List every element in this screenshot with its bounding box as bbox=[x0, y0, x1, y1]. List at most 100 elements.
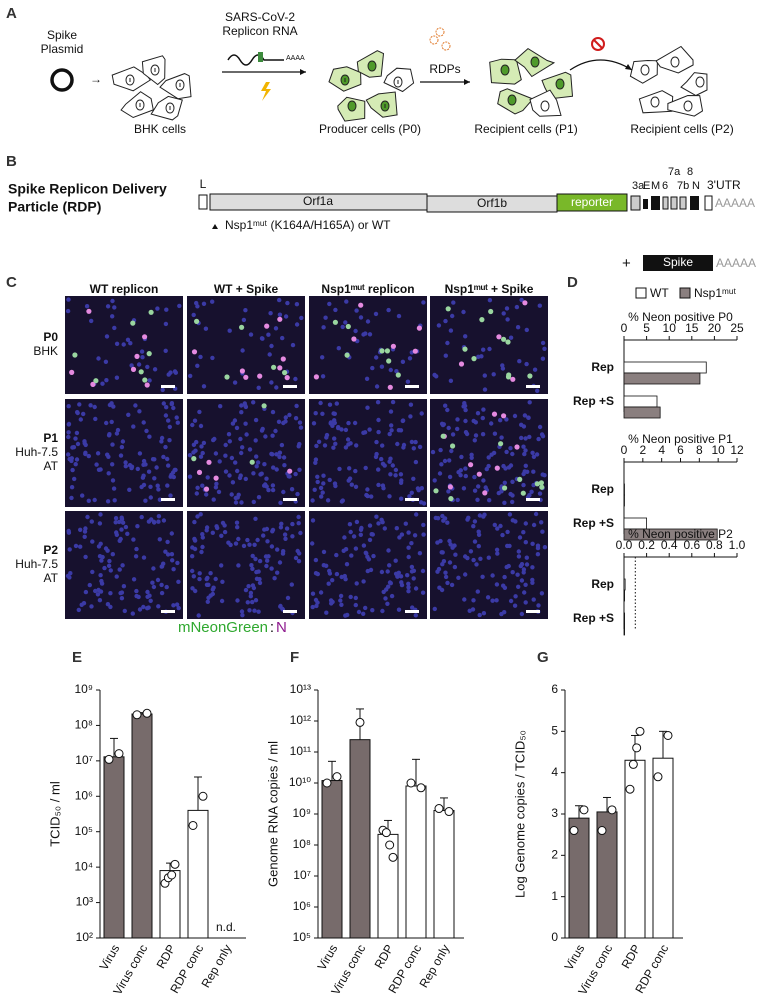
nucleus-dot bbox=[205, 599, 210, 604]
nucleus-dot bbox=[477, 513, 483, 518]
nucleus-dot bbox=[190, 586, 195, 591]
data-point bbox=[579, 805, 589, 815]
nucleus-dot bbox=[435, 540, 440, 545]
category-label: Rep +S bbox=[573, 516, 614, 530]
nucleus-dot bbox=[452, 564, 458, 570]
nucleus-dot bbox=[414, 512, 419, 517]
nucleus-dot bbox=[222, 529, 228, 535]
nucleus-dot bbox=[354, 519, 360, 525]
nucleus-dot bbox=[348, 594, 353, 600]
legend-label: WT bbox=[650, 286, 669, 300]
nucleus-dot bbox=[210, 299, 215, 304]
annotation: n.d. bbox=[216, 920, 236, 934]
nucleus-dot bbox=[107, 402, 113, 408]
scale-bar bbox=[283, 498, 297, 501]
bar bbox=[623, 528, 718, 541]
nucleus-dot bbox=[349, 482, 354, 487]
nucleus-dot bbox=[483, 485, 488, 490]
nsp1-label: Nsp1ᵐᵘᵗ (K164A/H165A) or WT bbox=[225, 218, 391, 232]
data-point bbox=[628, 759, 638, 769]
nucleus-dot bbox=[295, 491, 300, 497]
nucleus-dot bbox=[102, 565, 107, 571]
nucleus-dot bbox=[542, 545, 548, 550]
nucleus-dot bbox=[270, 409, 276, 415]
nucleus-dot bbox=[120, 563, 125, 568]
nucleus-dot bbox=[282, 463, 287, 468]
nucleus-dot bbox=[210, 355, 215, 361]
gene-label: 3a bbox=[632, 180, 645, 192]
nucleus-dot bbox=[223, 469, 229, 474]
subplot-title: % Neon positive P2 bbox=[628, 527, 733, 541]
nucleus-dot bbox=[166, 463, 171, 468]
nucleus-dot bbox=[134, 546, 139, 552]
nucleus-dot bbox=[376, 417, 381, 423]
nucleus-dot bbox=[337, 466, 342, 472]
nucleus-dot bbox=[240, 348, 245, 353]
data-point bbox=[198, 791, 208, 801]
bar bbox=[349, 739, 371, 939]
nucleus-dot bbox=[278, 500, 283, 505]
nucleus-dot bbox=[387, 431, 392, 437]
nucleus-dot bbox=[106, 433, 112, 438]
nucleus-dot bbox=[432, 478, 437, 483]
nucleus-dot bbox=[226, 432, 232, 437]
scale-bar bbox=[405, 498, 419, 501]
nucleus-dot bbox=[346, 478, 351, 483]
nucleus-dot bbox=[113, 516, 119, 521]
nucleus-dot bbox=[266, 554, 271, 559]
nucleus-dot bbox=[82, 441, 87, 446]
infected-dot bbox=[534, 481, 540, 487]
infected-dot bbox=[479, 317, 485, 323]
nucleus-dot bbox=[354, 581, 359, 586]
nucleus-dot bbox=[89, 519, 95, 524]
nucleus-dot bbox=[198, 354, 203, 360]
nucleus-dot bbox=[361, 579, 366, 584]
nucleus-dot bbox=[523, 436, 528, 441]
nucleus-dot bbox=[420, 590, 426, 595]
nucleus-dot bbox=[243, 421, 248, 426]
nucleus-dot bbox=[141, 458, 147, 464]
panel-label: B bbox=[6, 153, 17, 170]
nucleus-dot bbox=[448, 542, 453, 547]
nucleus-dot bbox=[140, 355, 145, 360]
nucleus-dot bbox=[214, 524, 219, 529]
nucleus-dot bbox=[347, 522, 353, 527]
arrow-head bbox=[300, 69, 306, 75]
nucleus-dot bbox=[474, 562, 479, 567]
nucleus-dot bbox=[523, 521, 528, 526]
nucleus-dot bbox=[494, 598, 499, 603]
nucleus-dot bbox=[190, 554, 195, 559]
nucleus-dot bbox=[420, 568, 426, 574]
row-sublabel: AT bbox=[44, 459, 59, 473]
nucleus-dot bbox=[522, 413, 528, 418]
nucleus-dot bbox=[78, 527, 83, 532]
rdp-particle bbox=[429, 35, 439, 45]
nucleus-dot bbox=[523, 582, 528, 587]
nucleus-dot bbox=[447, 560, 453, 565]
nucleus-dot bbox=[478, 556, 483, 561]
bar bbox=[377, 833, 399, 939]
nucleus-dot bbox=[443, 574, 449, 580]
nucleus-dot bbox=[123, 464, 128, 469]
nucleus-dot bbox=[325, 498, 331, 503]
nucleus-dot bbox=[519, 297, 524, 303]
nucleus-dot bbox=[526, 415, 531, 420]
nucleus-dot bbox=[472, 519, 478, 524]
nucleus-dot bbox=[296, 559, 302, 564]
data-point bbox=[597, 826, 607, 836]
nucleus-dot bbox=[265, 558, 270, 563]
nucleus-dot bbox=[315, 479, 320, 485]
data-point bbox=[416, 783, 426, 793]
nucleus-dot bbox=[133, 403, 138, 408]
nucleus-dot bbox=[516, 554, 522, 559]
nucleus-dot bbox=[361, 611, 366, 616]
nucleus bbox=[640, 64, 650, 76]
nucleus-dot bbox=[125, 337, 131, 342]
nucleus-dot bbox=[536, 603, 541, 608]
nucleus-dot bbox=[275, 570, 280, 575]
nucleus-dot bbox=[373, 311, 379, 317]
nucleus-dot bbox=[396, 313, 402, 319]
nucleus-dot bbox=[458, 468, 463, 473]
nucleus-dot bbox=[318, 590, 324, 595]
